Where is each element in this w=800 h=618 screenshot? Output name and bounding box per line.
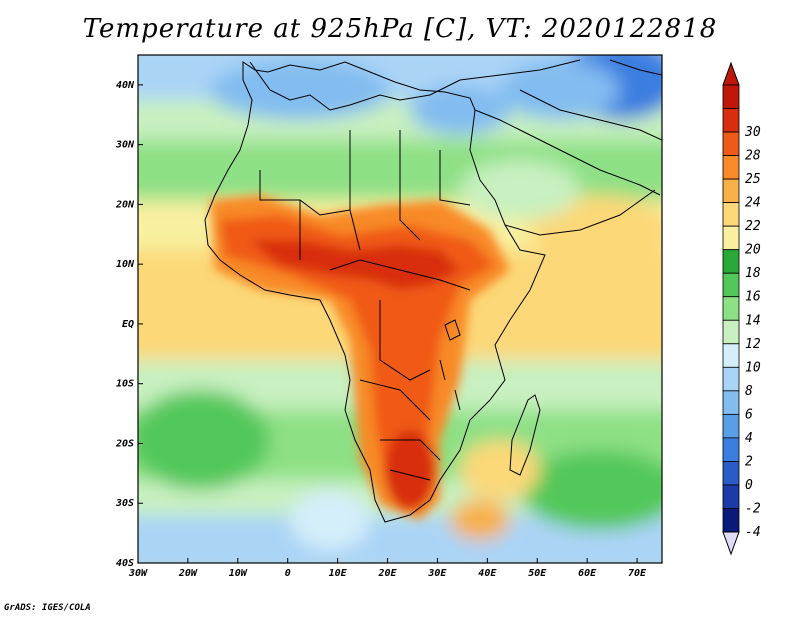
colorbar-low-cap [722, 531, 740, 556]
colorbar-label: -4 [745, 525, 761, 540]
lon-tick-label: 30E [427, 568, 447, 579]
colorbar-label: 16 [745, 290, 761, 305]
latitude-axis: 40N 30N 20N 10N EQ 10S 20S 30S 40S [115, 80, 143, 569]
lon-tick-label: 40E [478, 568, 497, 579]
colorbar-swatch [722, 437, 740, 462]
lon-tick-label: 0 [285, 568, 291, 579]
colorbar-swatch [722, 461, 740, 486]
temperature-field [138, 55, 662, 563]
colorbar-swatch [722, 178, 740, 204]
lat-tick-label: EQ [122, 319, 134, 330]
colorbar-swatch [722, 484, 740, 509]
colorbar-swatch [722, 319, 740, 345]
credit-label: GrADS: IGES/COLA [4, 603, 91, 613]
colorbar-label: 0 [745, 478, 753, 493]
colorbar-label: 12 [745, 337, 761, 352]
lat-tick-label: 10S [116, 379, 134, 390]
colorbar-swatch [722, 202, 740, 227]
colorbar-swatch [722, 108, 740, 133]
colorbar-label: 30 [744, 125, 761, 140]
colorbar-swatch [722, 508, 740, 533]
lon-tick-label: 10E [329, 568, 348, 579]
colorbar-swatch [722, 249, 740, 274]
colorbar-label: 22 [745, 219, 761, 234]
colorbar-swatch [722, 272, 740, 298]
lon-tick-label: 30W [128, 568, 148, 579]
colorbar-swatch [722, 343, 740, 368]
lon-tick-label: 60E [578, 568, 597, 579]
lon-tick-label: 50E [528, 568, 547, 579]
colorbar-high-cap [722, 61, 740, 86]
colorbar-label: 10 [745, 360, 761, 375]
colorbar-label: -2 [745, 501, 761, 516]
colorbar-swatch [722, 84, 740, 109]
lat-tick-label: 10N [116, 259, 135, 270]
colorbar-swatch [722, 225, 740, 251]
colorbar-swatch [722, 390, 740, 415]
lat-tick-label: 20S [115, 438, 134, 449]
lat-tick-label: 30S [115, 498, 134, 509]
colorbar-label: 25 [745, 172, 761, 187]
coastlines [204, 59, 662, 523]
colorbar-label: 20 [745, 243, 761, 258]
plot-frame [137, 54, 663, 564]
lon-tick-label: 10W [229, 568, 248, 579]
colorbar-label: 4 [745, 431, 753, 446]
lon-tick-label: 70E [628, 568, 647, 579]
map-title: Temperature at 925hPa [C], VT: 202012281… [82, 14, 718, 44]
lon-tick-label: 20W [178, 568, 198, 579]
colorbar-swatch [722, 131, 740, 156]
colorbar-label: 24 [745, 196, 761, 211]
longitude-axis: 30W 20W 10W 0 10E 20E 30E 40E 50E 60E 70E [128, 558, 647, 579]
colorbar-label: 2 [745, 454, 753, 469]
colorbar-label: 6 [745, 407, 753, 422]
lon-tick-label: 20E [377, 568, 397, 579]
colorbar-swatch [722, 296, 740, 321]
lat-tick-label: 40S [116, 558, 134, 569]
colorbar-label: 18 [745, 266, 761, 281]
colorbar-label: 8 [745, 384, 753, 399]
lat-tick-label: 30N [115, 140, 135, 151]
colorbar-swatch [722, 366, 740, 392]
colorbar-swatch [722, 155, 740, 180]
colorbar-label: 28 [745, 149, 761, 164]
colorbar-label: 14 [745, 313, 761, 328]
colorbar-swatch [722, 413, 740, 439]
lat-tick-label: 20N [115, 199, 135, 210]
lat-tick-label: 40N [116, 80, 135, 91]
